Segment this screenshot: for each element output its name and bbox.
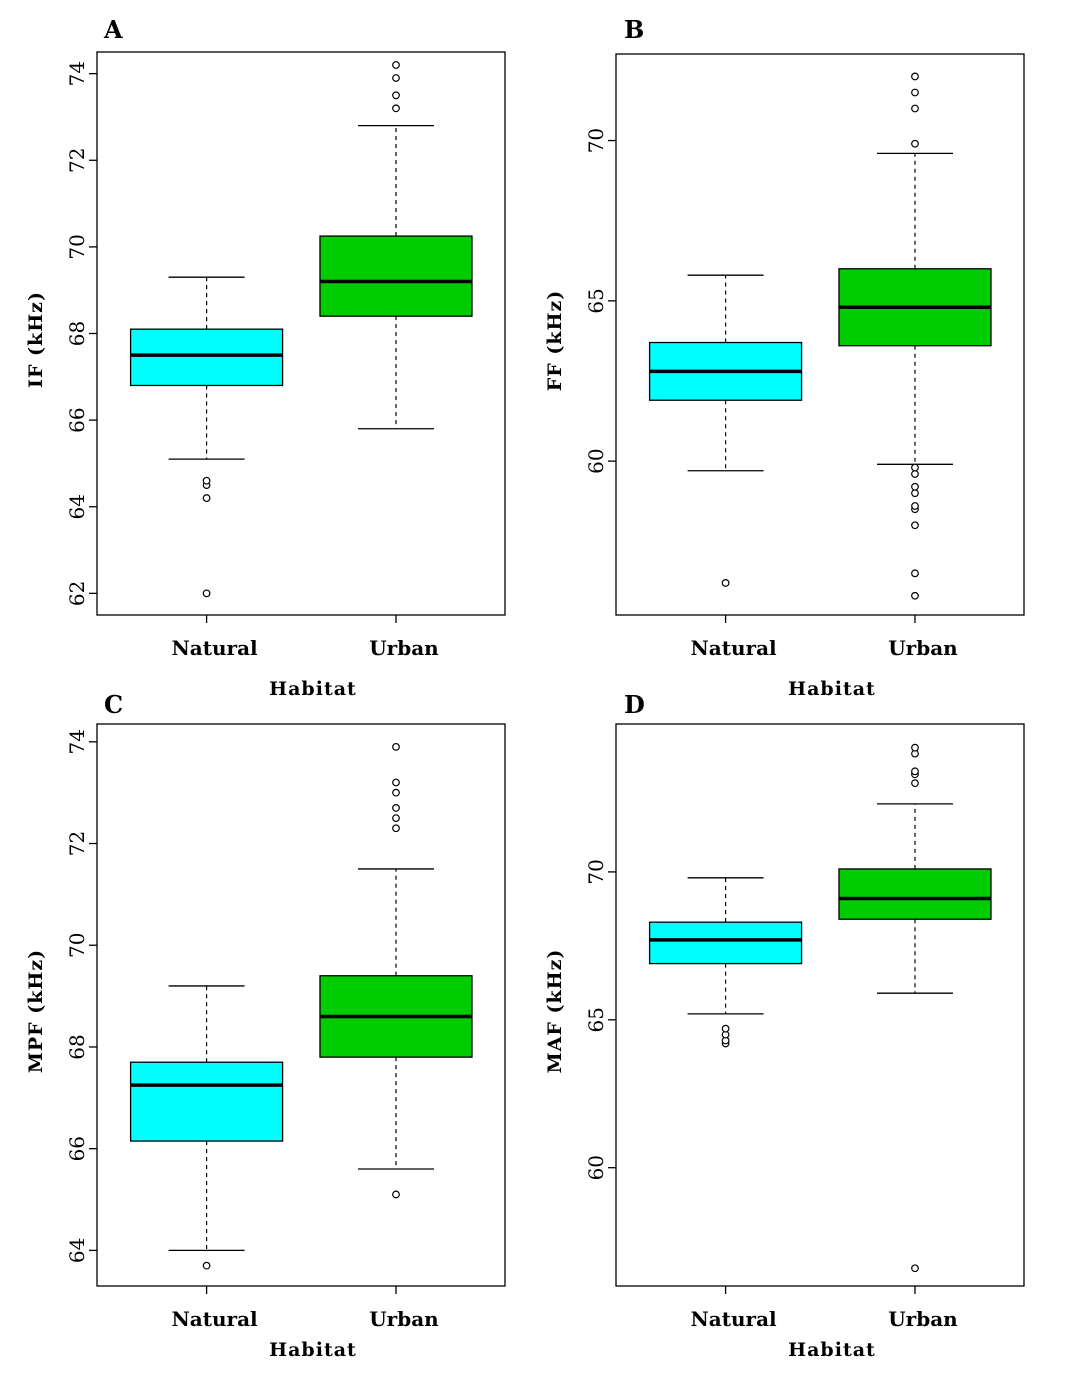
plot-frame [96,723,506,1287]
y-tick-label: 65 [584,1007,608,1032]
x-tick-label: Natural [172,636,259,660]
panel-label: D [624,690,645,719]
x-tick-label: Urban [369,636,439,660]
outlier-point [202,476,211,485]
y-tick-label: 60 [584,1155,608,1180]
outlier-point [911,779,919,788]
x-tick-label: Natural [691,636,778,660]
outlier-point [392,1190,400,1199]
y-tick-label: 66 [65,407,89,432]
outlier-point [392,804,400,812]
outlier-point [392,74,400,82]
panel-label: A [103,15,123,44]
y-tick-label: 62 [65,581,89,606]
x-axis-label: Habitat [788,678,876,700]
outlier-point [202,1261,211,1270]
y-axis-label: FF (kHz) [544,290,566,391]
outlier-point [392,788,400,797]
y-tick-label: 70 [584,128,608,153]
outlier-point [911,482,919,491]
iqr-box [838,868,992,920]
outlier-point [911,72,919,81]
y-tick-label: 70 [65,234,89,259]
outlier-point [911,489,919,498]
outlier-point [911,470,919,478]
outlier-point [911,1264,919,1273]
outlier-point [202,494,211,502]
y-tick-label: 74 [65,729,89,754]
y-tick-label: 68 [65,1034,89,1059]
outlier-point [392,104,400,113]
plot-frame [615,723,1025,1287]
plot-frame [615,53,1025,616]
outlier-point [911,767,919,776]
y-tick-label: 72 [65,148,89,173]
x-tick-label: Urban [888,1307,958,1331]
outlier-point [911,463,919,472]
y-tick-label: 72 [65,831,89,856]
iqr-box [129,328,284,387]
outlier-point [392,814,400,822]
outlier-point [392,61,400,69]
outlier-point [911,104,919,113]
outlier-point [911,569,919,578]
outlier-point [392,91,400,100]
outlier-point [911,591,919,600]
y-tick-label: 70 [65,933,89,958]
x-axis-label: Habitat [788,1339,876,1361]
outlier-point [911,139,919,148]
panel-label: C [104,690,123,719]
y-axis-label: MPF (kHz) [25,949,47,1073]
y-tick-label: 74 [65,61,89,86]
outlier-point [202,589,211,598]
y-tick-label: 65 [584,288,608,313]
y-tick-label: 66 [65,1136,89,1161]
outlier-point [721,1024,730,1033]
y-axis-label: MAF (kHz) [544,949,566,1074]
y-tick-label: 64 [65,1238,89,1263]
x-tick-label: Natural [691,1307,778,1331]
y-tick-label: 70 [584,859,608,884]
y-axis-label: IF (kHz) [25,291,47,388]
outlier-point [392,778,400,787]
y-tick-label: 60 [584,448,608,473]
iqr-box [319,235,473,317]
outlier-point [911,502,919,510]
iqr-box [129,1061,284,1142]
y-tick-label: 68 [65,321,89,346]
outlier-point [911,521,919,530]
y-tick-label: 64 [65,494,89,519]
x-tick-label: Urban [888,636,958,660]
outlier-point [392,824,400,833]
x-tick-label: Urban [369,1307,439,1331]
iqr-box [648,921,803,965]
x-axis-label: Habitat [269,678,357,700]
outlier-point [721,579,730,587]
x-tick-label: Natural [172,1307,259,1331]
panel-label: B [624,15,644,44]
outlier-point [911,88,919,97]
x-axis-label: Habitat [269,1339,357,1361]
outlier-point [911,743,919,752]
outlier-point [392,742,400,751]
